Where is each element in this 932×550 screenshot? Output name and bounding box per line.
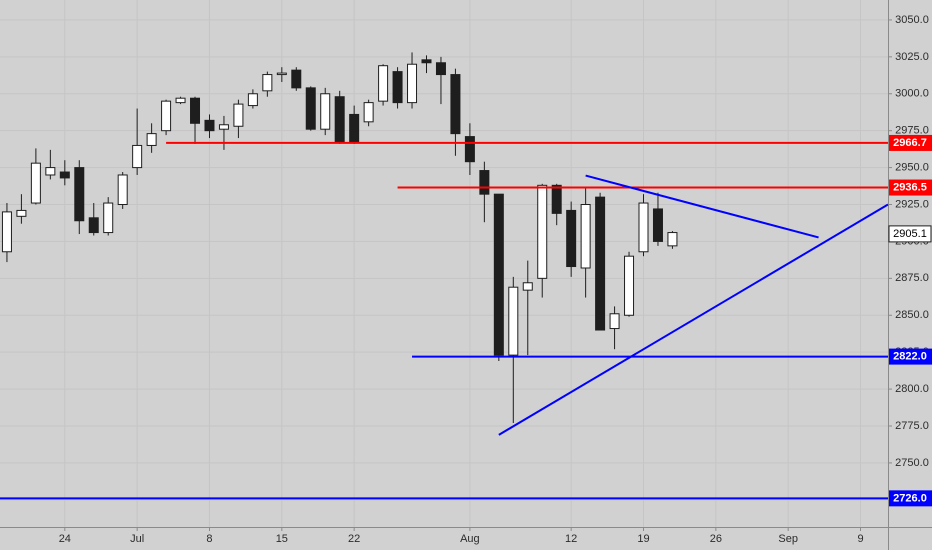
candle-body bbox=[132, 144, 143, 169]
candle-body bbox=[392, 71, 403, 104]
candle-body bbox=[74, 167, 85, 222]
y-tick-label: 2775.0 bbox=[895, 420, 929, 432]
y-tick-label: 2800.0 bbox=[895, 383, 929, 395]
candle-body bbox=[551, 184, 562, 214]
candle-body bbox=[161, 100, 172, 132]
y-tick-label: 2750.0 bbox=[895, 457, 929, 469]
candle-body bbox=[363, 102, 374, 123]
candle-body bbox=[580, 204, 591, 269]
y-tick-label: 2925.0 bbox=[895, 198, 929, 210]
price-label-box bbox=[889, 348, 932, 365]
candle-body bbox=[45, 167, 56, 176]
candle-body bbox=[624, 255, 635, 316]
y-tick-label: 3050.0 bbox=[895, 14, 929, 26]
x-tick-label: 8 bbox=[206, 533, 212, 545]
candle-body bbox=[146, 133, 157, 146]
price-label-box bbox=[889, 134, 932, 151]
price-label: 2726.0 bbox=[893, 492, 927, 504]
candle-body bbox=[190, 97, 201, 124]
x-tick-label: 26 bbox=[710, 533, 722, 545]
candle-body bbox=[435, 62, 446, 76]
candle-body bbox=[407, 63, 418, 104]
candle-body bbox=[595, 196, 606, 331]
candle-body bbox=[638, 202, 649, 253]
x-tick-label: Jul bbox=[130, 533, 144, 545]
candle-body bbox=[522, 282, 533, 291]
x-tick-label: 22 bbox=[348, 533, 360, 545]
candle-body bbox=[291, 69, 302, 89]
y-tick-label: 2875.0 bbox=[895, 272, 929, 284]
x-tick-label: 19 bbox=[637, 533, 649, 545]
y-tick-label: 3000.0 bbox=[895, 88, 929, 100]
candle-body bbox=[378, 65, 389, 102]
candle-body bbox=[305, 87, 316, 130]
candle-body bbox=[204, 119, 215, 132]
candle-body bbox=[16, 209, 27, 217]
candle-body bbox=[218, 124, 229, 130]
candle-body bbox=[334, 96, 345, 143]
candle-body bbox=[566, 209, 577, 268]
trendline bbox=[585, 174, 819, 239]
candle-body bbox=[537, 184, 548, 279]
candle-body bbox=[30, 162, 41, 204]
candle-body bbox=[320, 93, 331, 130]
candle-body bbox=[262, 74, 273, 92]
candle-body bbox=[667, 232, 678, 247]
candle-body bbox=[508, 286, 519, 356]
candle-body bbox=[493, 193, 504, 356]
x-tick-label: Sep bbox=[778, 533, 798, 545]
candle-body bbox=[117, 174, 128, 206]
candle-body bbox=[1, 211, 12, 253]
candle-body bbox=[652, 208, 663, 242]
candle-body bbox=[450, 74, 461, 135]
y-tick-label: 2975.0 bbox=[895, 125, 929, 137]
candle-body bbox=[349, 113, 360, 143]
last-price-box bbox=[888, 225, 932, 243]
price-label: 2822.0 bbox=[893, 351, 927, 363]
x-tick-label: Aug bbox=[460, 533, 480, 545]
y-tick-label: 2950.0 bbox=[895, 162, 929, 174]
candle-body bbox=[464, 136, 475, 163]
price-label: 2936.5 bbox=[893, 181, 927, 193]
candle-body bbox=[276, 72, 287, 76]
x-tick-label: 24 bbox=[59, 533, 71, 545]
last-price-label: 2905.1 bbox=[893, 228, 927, 240]
candle-body bbox=[103, 202, 114, 234]
x-tick-label: 12 bbox=[565, 533, 577, 545]
trendline bbox=[498, 203, 889, 436]
price-label: 2966.7 bbox=[893, 137, 927, 149]
candle-body bbox=[247, 93, 258, 107]
y-tick-label: 2850.0 bbox=[895, 309, 929, 321]
candle-body bbox=[59, 171, 70, 179]
x-tick-label: 15 bbox=[276, 533, 288, 545]
candle-body bbox=[175, 97, 186, 104]
y-tick-label: 3025.0 bbox=[895, 51, 929, 63]
candle-body bbox=[479, 170, 490, 195]
price-label-box bbox=[889, 490, 932, 507]
candle-body bbox=[609, 313, 620, 330]
candle-body bbox=[233, 103, 244, 127]
x-tick-label: 9 bbox=[857, 533, 863, 545]
candle-body bbox=[421, 59, 432, 64]
candle-body bbox=[88, 217, 99, 234]
price-label-box bbox=[889, 179, 932, 196]
